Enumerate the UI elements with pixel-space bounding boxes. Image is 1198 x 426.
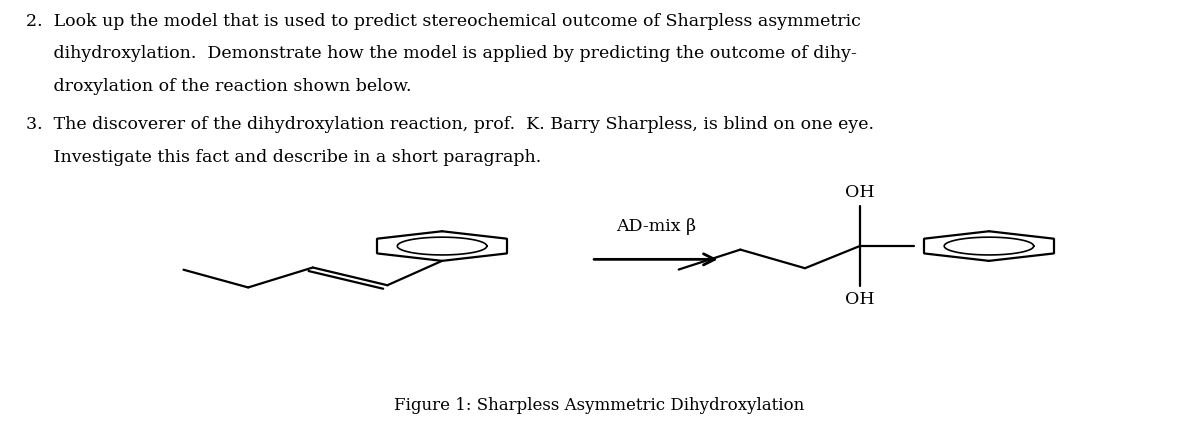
Text: droxylation of the reaction shown below.: droxylation of the reaction shown below.: [26, 78, 412, 95]
Text: Investigate this fact and describe in a short paragraph.: Investigate this fact and describe in a …: [26, 149, 541, 166]
Text: 3.  The discoverer of the dihydroxylation reaction, prof.  K. Barry Sharpless, i: 3. The discoverer of the dihydroxylation…: [26, 116, 875, 133]
Text: OH: OH: [845, 291, 875, 308]
Text: OH: OH: [845, 184, 875, 201]
Text: AD-mix β: AD-mix β: [616, 218, 696, 235]
Text: Figure 1: Sharpless Asymmetric Dihydroxylation: Figure 1: Sharpless Asymmetric Dihydroxy…: [394, 397, 804, 414]
Text: dihydroxylation.  Demonstrate how the model is applied by predicting the outcome: dihydroxylation. Demonstrate how the mod…: [26, 45, 858, 62]
Text: 2.  Look up the model that is used to predict stereochemical outcome of Sharples: 2. Look up the model that is used to pre…: [26, 13, 861, 30]
